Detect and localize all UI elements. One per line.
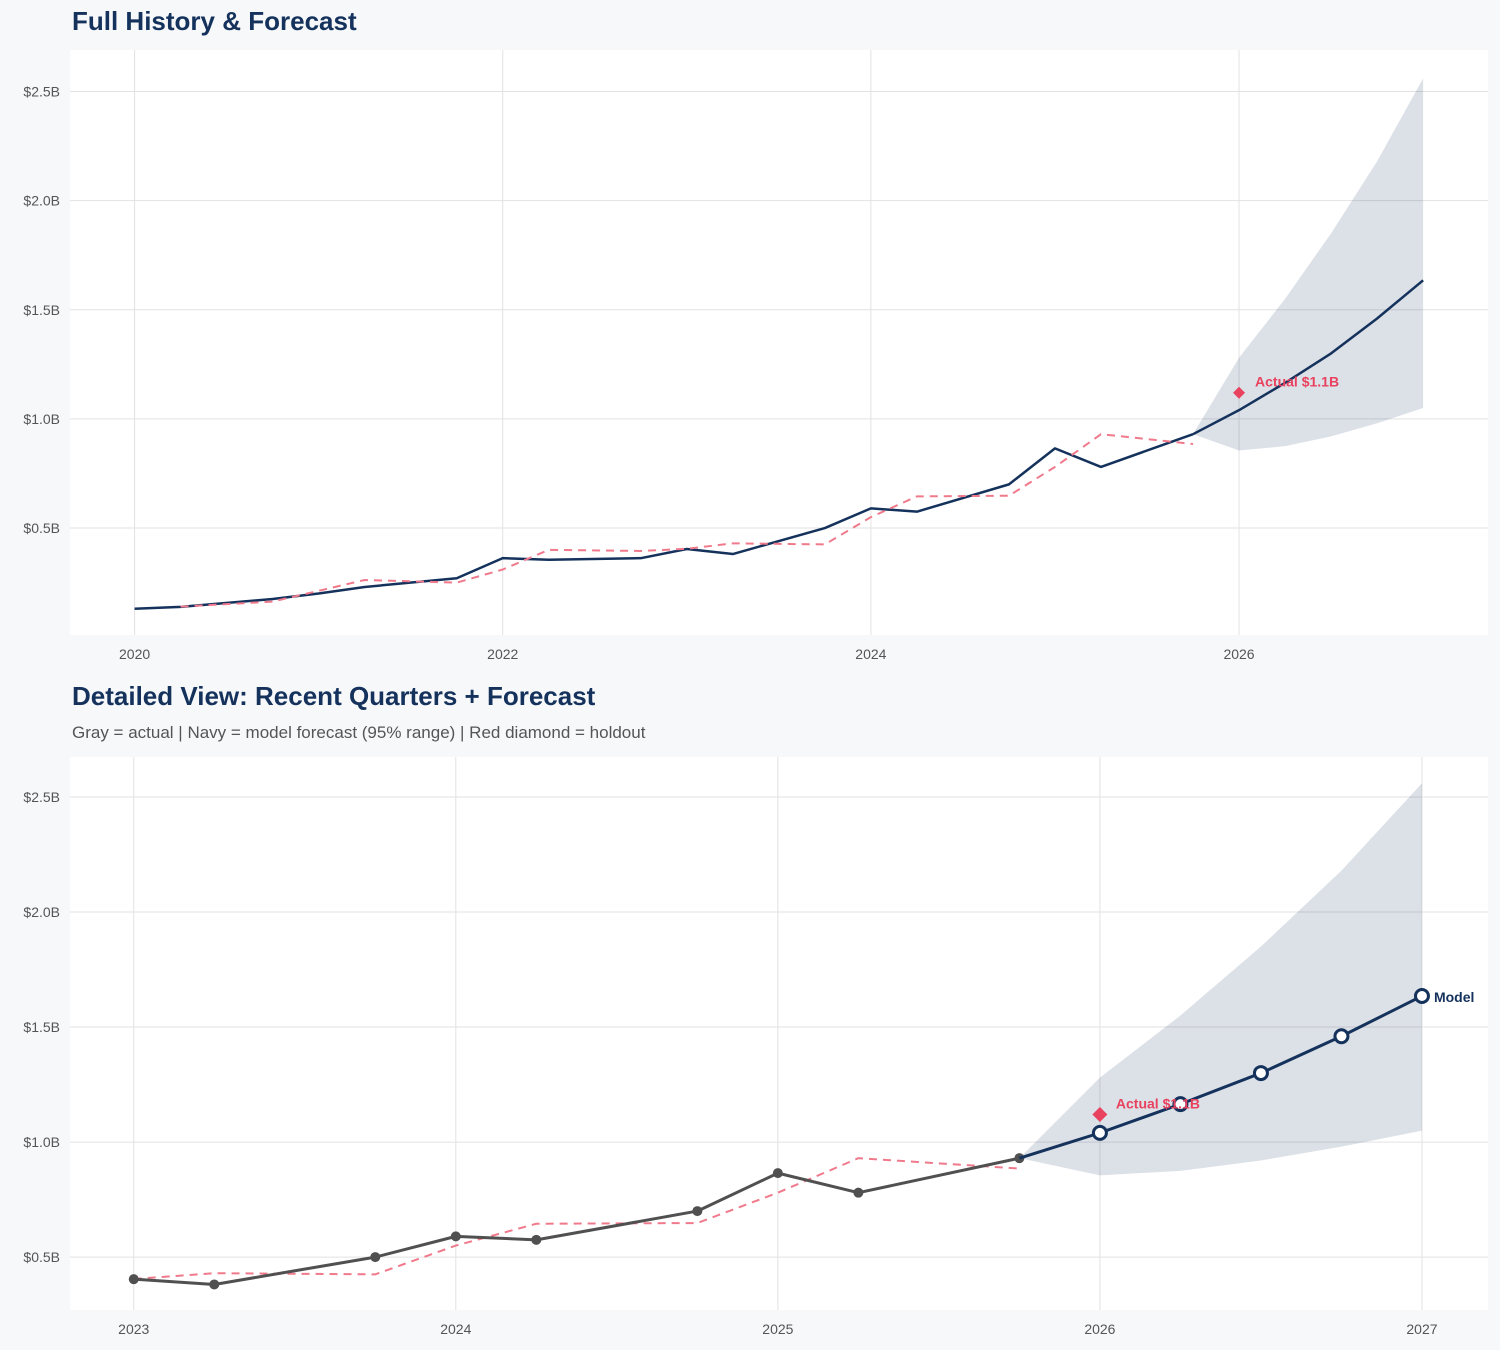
holdout-diamond (1233, 386, 1246, 399)
x-tick-label: 2022 (487, 646, 518, 662)
y-tick-label: $2.5B (23, 789, 60, 805)
backtest-line (133, 1157, 1020, 1280)
y-tick-label: $0.5B (23, 520, 60, 536)
forecast-point (1413, 988, 1430, 1005)
x-tick-label: 2024 (855, 646, 886, 662)
y-tick-label: $2.0B (23, 904, 60, 920)
model-end-label: Model (1434, 989, 1474, 1005)
actual-point (853, 1187, 864, 1198)
forecast-point (1091, 1124, 1108, 1141)
forecast-line (1018, 994, 1423, 1160)
actual-point (370, 1252, 381, 1263)
forecast-point (1252, 1065, 1269, 1082)
actual-point (1014, 1153, 1025, 1164)
x-tick-label: 2027 (1406, 1321, 1437, 1337)
x-tick-label: 2024 (440, 1321, 471, 1337)
x-tick-label: 2020 (119, 646, 150, 662)
top-plot-area (70, 50, 1488, 635)
bottom-plot-area (70, 757, 1488, 1310)
y-tick-label: $0.5B (23, 1249, 60, 1265)
x-tick-label: 2026 (1223, 646, 1254, 662)
actual-line (134, 433, 1194, 611)
bottom-chart: $0.5B $1.0B $1.5B $2.0B $2.5B 2023 2024 2025 202… (23, 757, 1488, 1337)
y-tick-label: $1.5B (23, 1019, 60, 1035)
forecast-point (1333, 1028, 1350, 1045)
bottom-chart-title: Detailed View: Recent Quarters + Forecas… (72, 681, 596, 711)
x-tick-label: 2026 (1084, 1321, 1115, 1337)
actual-point (692, 1206, 703, 1217)
actual-point (209, 1279, 220, 1290)
forecast-95-band (1193, 78, 1424, 451)
bottom-chart-subtitle: Gray = actual | Navy = model forecast (9… (72, 723, 646, 742)
actual-point (531, 1234, 542, 1245)
top-chart-title: Full History & Forecast (72, 6, 357, 36)
y-tick-label: $1.0B (23, 411, 60, 427)
top-chart: $0.5B $1.0B $1.5B $2.0B $2.5B 2020 2022 2024 202… (23, 50, 1488, 662)
y-tick-label: $1.5B (23, 302, 60, 318)
holdout-label: Actual $1.1B (1255, 374, 1339, 390)
y-tick-label: $2.5B (23, 83, 60, 99)
x-tick-label: 2025 (762, 1321, 793, 1337)
forecast-95-band (1019, 783, 1422, 1176)
holdout-diamond (1092, 1106, 1108, 1122)
actual-point (772, 1168, 783, 1179)
forecast-line (1192, 279, 1424, 436)
backtest-line (180, 433, 1194, 608)
actual-point (450, 1231, 461, 1242)
holdout-label: Actual $1.1B (1116, 1095, 1200, 1111)
x-tick-label: 2023 (118, 1321, 149, 1337)
y-tick-label: $1.0B (23, 1134, 60, 1150)
forecast-point (1172, 1096, 1189, 1113)
actual-point (128, 1274, 139, 1285)
y-tick-label: $2.0B (23, 193, 60, 209)
